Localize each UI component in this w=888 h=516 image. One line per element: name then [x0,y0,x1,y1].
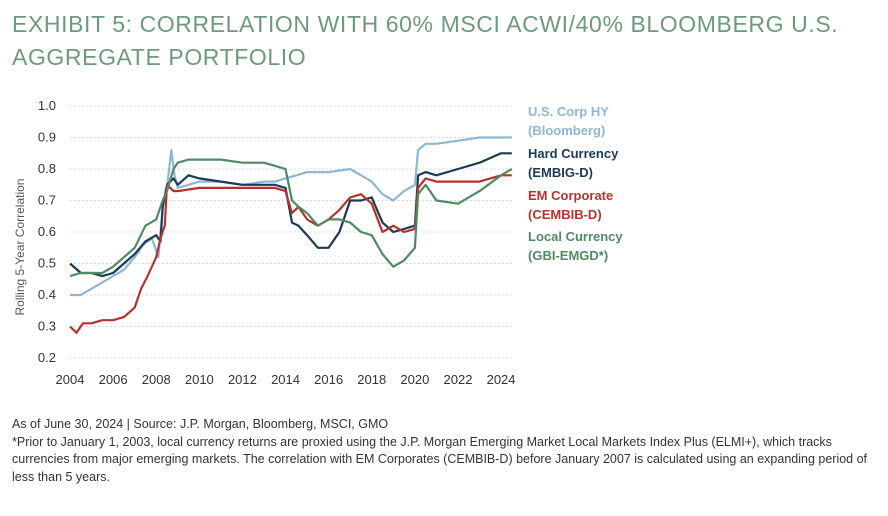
series-line-local-currency [69,158,513,278]
legend-label: Local Currency [528,229,623,244]
legend-label: (CEMBIB-D) [528,207,602,222]
y-tick-label: 0.7 [38,193,56,208]
x-tick-label: 2010 [185,372,214,387]
legend-label: (Bloomberg) [528,123,605,138]
x-tick-label: 2018 [357,372,386,387]
x-tick-label: 2022 [444,372,473,387]
correlation-line-chart: 0.2 0.3 0.4 0.5 0.6 0.7 0.8 0.9 1.0 2004 2006 2008… [13,98,623,387]
series-line-u-s-corp-hy [70,136,512,297]
legend-label: (GBI-EMGD*) [528,248,608,263]
x-tick-label: 2008 [142,372,171,387]
x-axis-ticks: 2004 2006 2008 2010 2012 2014 2016 2018 2020 2022… [56,372,516,387]
series-lines [69,136,513,334]
y-axis-ticks: 0.2 0.3 0.4 0.5 0.6 0.7 0.8 0.9 1.0 [38,98,56,365]
x-tick-label: 2016 [314,372,343,387]
series-line-hard-currency [69,152,512,278]
grid-lines [70,105,514,359]
legend-label: EM Corporate [528,188,613,203]
y-tick-label: 0.3 [38,319,56,334]
legend-label: U.S. Corp HY [528,104,609,119]
source-note: As of June 30, 2024 | Source: J.P. Morga… [12,417,389,431]
y-tick-label: 0.4 [38,287,56,302]
y-tick-label: 0.6 [38,224,56,239]
legend: U.S. Corp HY (Bloomberg) Hard Currency (EMB… [528,104,623,263]
x-tick-label: 2014 [271,372,300,387]
chart-notes: As of June 30, 2024 | Source: J.P. Morga… [12,416,880,486]
y-tick-label: 0.5 [38,256,56,271]
y-tick-label: 0.8 [38,161,56,176]
chart-title: EXHIBIT 5: CORRELATION WITH 60% MSCI ACW… [12,11,839,70]
y-axis-label: Rolling 5-Year Correlation [13,179,27,316]
x-tick-label: 2004 [56,372,85,387]
x-tick-label: 2020 [400,372,429,387]
y-tick-label: 1.0 [38,98,56,113]
x-tick-label: 2024 [487,372,516,387]
footnote: *Prior to January 1, 2003, local currenc… [12,434,868,484]
y-tick-label: 0.9 [38,130,56,145]
legend-label: (EMBIG-D) [528,165,593,180]
y-tick-label: 0.2 [38,350,56,365]
legend-label: Hard Currency [528,146,619,161]
x-tick-label: 2006 [99,372,128,387]
x-tick-label: 2012 [228,372,257,387]
